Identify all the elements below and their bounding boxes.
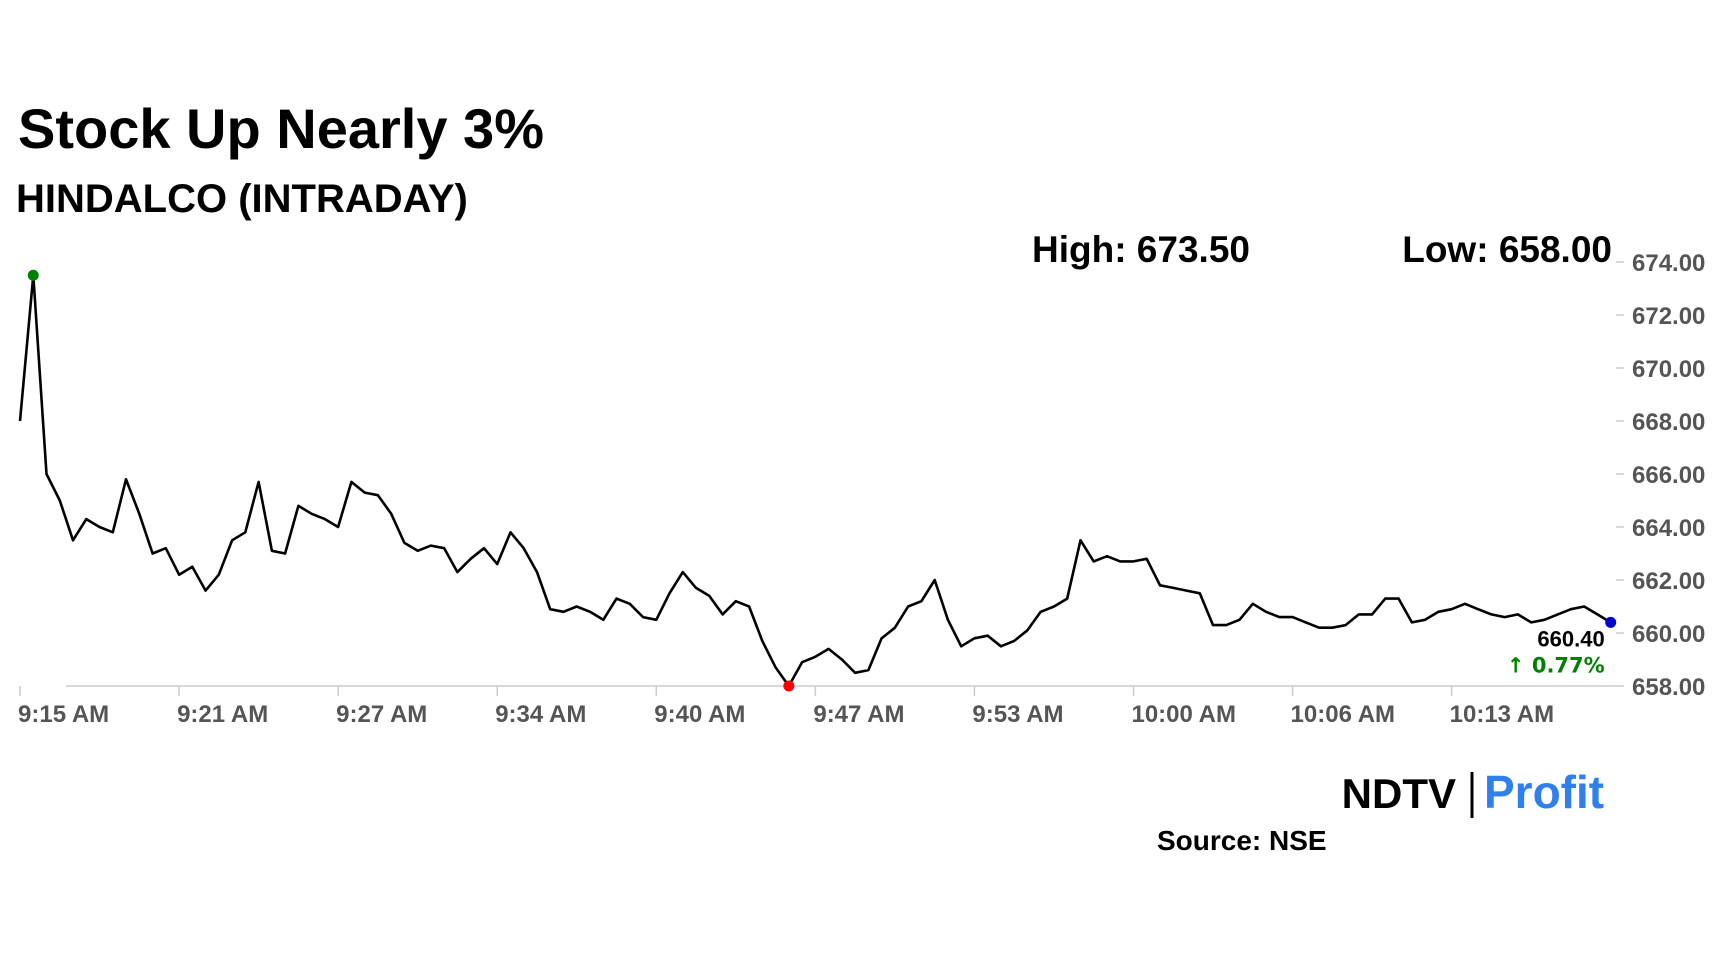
x-tick-label: 10:13 AM [1450,701,1554,728]
x-tick-label: 9:53 AM [972,701,1063,728]
x-tick-label: 9:27 AM [336,701,427,728]
price-line [18,274,1612,688]
logo-left: NDTV [1342,770,1456,817]
x-tick-label: 9:47 AM [813,701,904,728]
chart-subtitle: HINDALCO (INTRADAY) [16,177,468,221]
source: Source: NSE [1157,825,1327,856]
x-tick-label: 10:06 AM [1291,701,1395,728]
y-tick-label: 662.00 [1632,568,1705,595]
x-tick-label: 9:40 AM [654,701,745,728]
high-label: High: 673.50 [1032,229,1250,270]
low-marker [783,680,795,692]
logo-right: Profit [1484,766,1604,818]
logo: NDTV Profit [1342,766,1604,818]
y-tick-label: 658.00 [1632,674,1705,701]
y-tick-label: 664.00 [1632,515,1705,542]
y-tick-label: 672.00 [1632,303,1705,330]
y-tick-label: 666.00 [1632,462,1705,489]
last-marker [1605,616,1617,628]
low-label: Low: 658.00 [1402,229,1612,270]
x-tick-label: 9:15 AM [18,701,109,728]
x-tick-label: 10:00 AM [1131,701,1235,728]
y-tick-label: 674.00 [1632,250,1705,277]
change-label: ↑ 0.77% [1507,653,1605,677]
chart-title: Stock Up Nearly 3% [18,97,544,160]
last-value-label: 660.40 [1537,626,1604,651]
high-marker [27,269,39,281]
y-tick-label: 660.00 [1632,621,1705,648]
y-tick-label: 668.00 [1632,409,1705,436]
x-tick-label: 9:34 AM [495,701,586,728]
y-tick-label: 670.00 [1632,356,1705,383]
x-tick-label: 9:21 AM [177,701,268,728]
